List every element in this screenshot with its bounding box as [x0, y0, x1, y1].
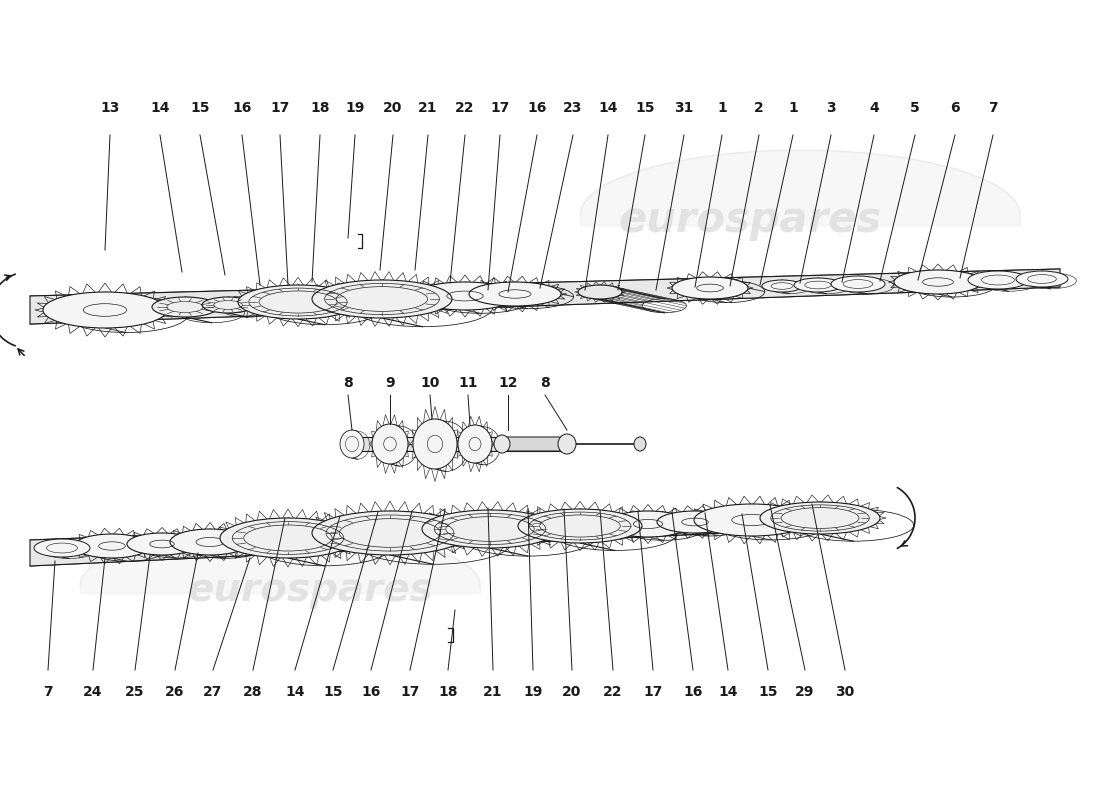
Text: 1: 1 [717, 101, 727, 115]
Text: 1: 1 [788, 101, 798, 115]
Ellipse shape [202, 297, 254, 313]
FancyBboxPatch shape [499, 437, 566, 451]
Text: 14: 14 [718, 685, 738, 699]
Text: 15: 15 [636, 101, 654, 115]
Text: 18: 18 [438, 685, 458, 699]
Text: 18: 18 [310, 101, 330, 115]
Ellipse shape [606, 511, 690, 537]
Ellipse shape [794, 278, 842, 292]
Ellipse shape [220, 518, 356, 558]
Text: 8: 8 [343, 376, 353, 390]
Text: 21: 21 [418, 101, 438, 115]
Text: 22: 22 [603, 685, 623, 699]
Ellipse shape [170, 529, 250, 555]
Text: 24: 24 [84, 685, 102, 699]
Ellipse shape [312, 280, 452, 318]
Ellipse shape [372, 424, 408, 464]
Ellipse shape [518, 509, 642, 543]
Text: 29: 29 [795, 685, 815, 699]
Text: 17: 17 [491, 101, 509, 115]
Text: eurospares: eurospares [618, 199, 881, 241]
Text: 31: 31 [674, 101, 694, 115]
Ellipse shape [578, 285, 621, 299]
Text: 12: 12 [498, 376, 518, 390]
Ellipse shape [412, 282, 517, 310]
Polygon shape [30, 269, 1060, 324]
Ellipse shape [694, 504, 810, 536]
Text: 30: 30 [835, 685, 855, 699]
Text: 4: 4 [869, 101, 879, 115]
Text: 17: 17 [644, 685, 662, 699]
Text: 26: 26 [165, 685, 185, 699]
Text: 3: 3 [826, 101, 836, 115]
Text: 14: 14 [598, 101, 618, 115]
Text: 14: 14 [285, 685, 305, 699]
Ellipse shape [1016, 271, 1068, 287]
Ellipse shape [238, 285, 358, 319]
Text: 19: 19 [524, 685, 542, 699]
Text: 16: 16 [527, 101, 547, 115]
Ellipse shape [894, 270, 982, 294]
Ellipse shape [762, 280, 802, 292]
Ellipse shape [830, 276, 886, 292]
Ellipse shape [422, 510, 558, 548]
Text: 15: 15 [758, 685, 778, 699]
Text: 27: 27 [204, 685, 222, 699]
Ellipse shape [494, 435, 510, 453]
Text: 25: 25 [125, 685, 145, 699]
Text: 7: 7 [43, 685, 53, 699]
Text: 17: 17 [271, 101, 289, 115]
Text: 20: 20 [562, 685, 582, 699]
Text: 16: 16 [361, 685, 381, 699]
Ellipse shape [34, 539, 90, 557]
Ellipse shape [412, 419, 456, 469]
Ellipse shape [634, 437, 646, 451]
Ellipse shape [340, 430, 364, 458]
Text: eurospares: eurospares [187, 571, 433, 609]
Text: 21: 21 [483, 685, 503, 699]
Ellipse shape [458, 425, 492, 463]
Ellipse shape [968, 271, 1028, 289]
Text: 16: 16 [683, 685, 703, 699]
Text: 5: 5 [910, 101, 920, 115]
Text: 6: 6 [950, 101, 960, 115]
Text: 14: 14 [151, 101, 169, 115]
Text: 19: 19 [345, 101, 365, 115]
Text: 20: 20 [383, 101, 403, 115]
Text: 10: 10 [420, 376, 440, 390]
Polygon shape [30, 509, 850, 566]
Ellipse shape [74, 534, 150, 558]
Ellipse shape [760, 502, 880, 534]
Ellipse shape [312, 511, 468, 555]
Text: 16: 16 [232, 101, 252, 115]
Ellipse shape [672, 277, 748, 299]
Text: 11: 11 [459, 376, 477, 390]
Text: 2: 2 [755, 101, 763, 115]
Text: 15: 15 [323, 685, 343, 699]
Text: 9: 9 [385, 376, 395, 390]
Text: 23: 23 [563, 101, 583, 115]
Text: 15: 15 [190, 101, 210, 115]
Text: 17: 17 [400, 685, 420, 699]
Text: 13: 13 [100, 101, 120, 115]
Text: 8: 8 [540, 376, 550, 390]
Text: 7: 7 [988, 101, 998, 115]
Ellipse shape [152, 297, 218, 317]
Text: 28: 28 [243, 685, 263, 699]
Ellipse shape [43, 292, 167, 328]
Ellipse shape [558, 434, 576, 454]
FancyBboxPatch shape [345, 437, 565, 451]
Ellipse shape [657, 511, 733, 533]
Ellipse shape [469, 282, 561, 306]
Text: 22: 22 [455, 101, 475, 115]
Ellipse shape [126, 533, 197, 555]
